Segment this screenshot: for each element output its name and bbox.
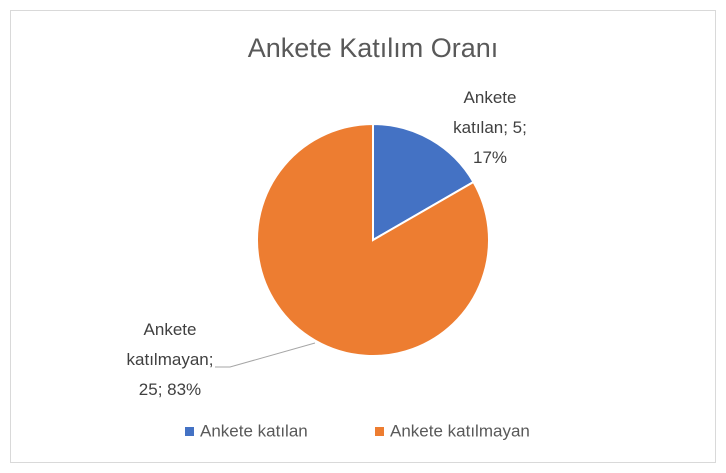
leader-line (215, 342, 316, 368)
legend-label: Ankete katılan (200, 421, 308, 440)
data-label: Ankete katılmayan; 25; 83% (126, 320, 214, 399)
pie-slice (372, 122, 475, 242)
pie-slice (256, 122, 490, 357)
legend-swatch (185, 427, 194, 436)
legend-label: Ankete katılmayan (390, 421, 530, 440)
chart-title: Ankete Katılım Oranı (248, 33, 499, 63)
legend-swatch (375, 427, 384, 436)
data-label: Ankete katılan; 5; 17% (453, 88, 527, 167)
